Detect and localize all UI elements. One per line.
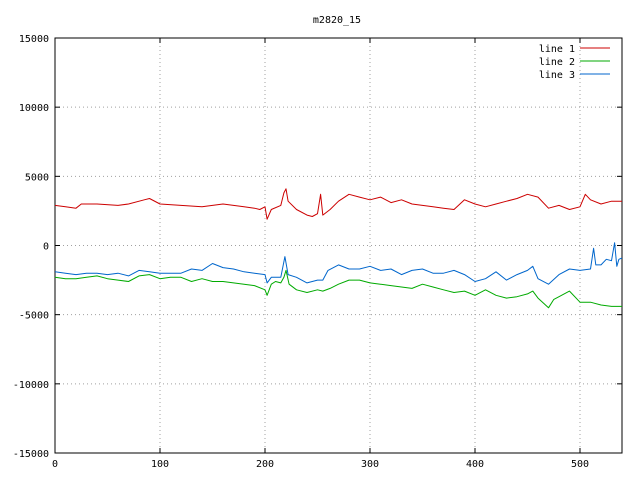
x-tick-label: 500 xyxy=(571,459,589,470)
y-tick-label: -5000 xyxy=(19,311,49,322)
y-tick-label: -15000 xyxy=(13,449,49,460)
y-tick-label: 15000 xyxy=(19,34,49,45)
y-tick-label: 5000 xyxy=(25,172,49,183)
series-lines xyxy=(54,188,623,309)
y-tick-label: 0 xyxy=(43,242,49,253)
legend-label: line 1 xyxy=(539,44,575,55)
y-tick-label: 10000 xyxy=(19,103,49,114)
legend: line 1 line 2 line 3 xyxy=(539,44,610,81)
chart-title: m2820_15 xyxy=(313,15,361,26)
series-line-2 xyxy=(54,269,622,309)
y-tick-label: -10000 xyxy=(13,380,49,391)
x-tick-label: 200 xyxy=(256,459,274,470)
legend-label: line 2 xyxy=(539,57,575,68)
x-tick-label: 0 xyxy=(52,459,58,470)
series-line-3 xyxy=(54,242,623,285)
series-line-1 xyxy=(54,188,622,220)
grid-lines xyxy=(55,38,622,453)
x-tick-label: 100 xyxy=(151,459,169,470)
x-tick-label: 400 xyxy=(466,459,484,470)
legend-label: line 3 xyxy=(539,70,575,81)
axis-ticks: 0 100 200 300 400 500 -15000 -10000 -5000 0 5000 10… xyxy=(13,34,622,470)
x-tick-label: 300 xyxy=(361,459,379,470)
